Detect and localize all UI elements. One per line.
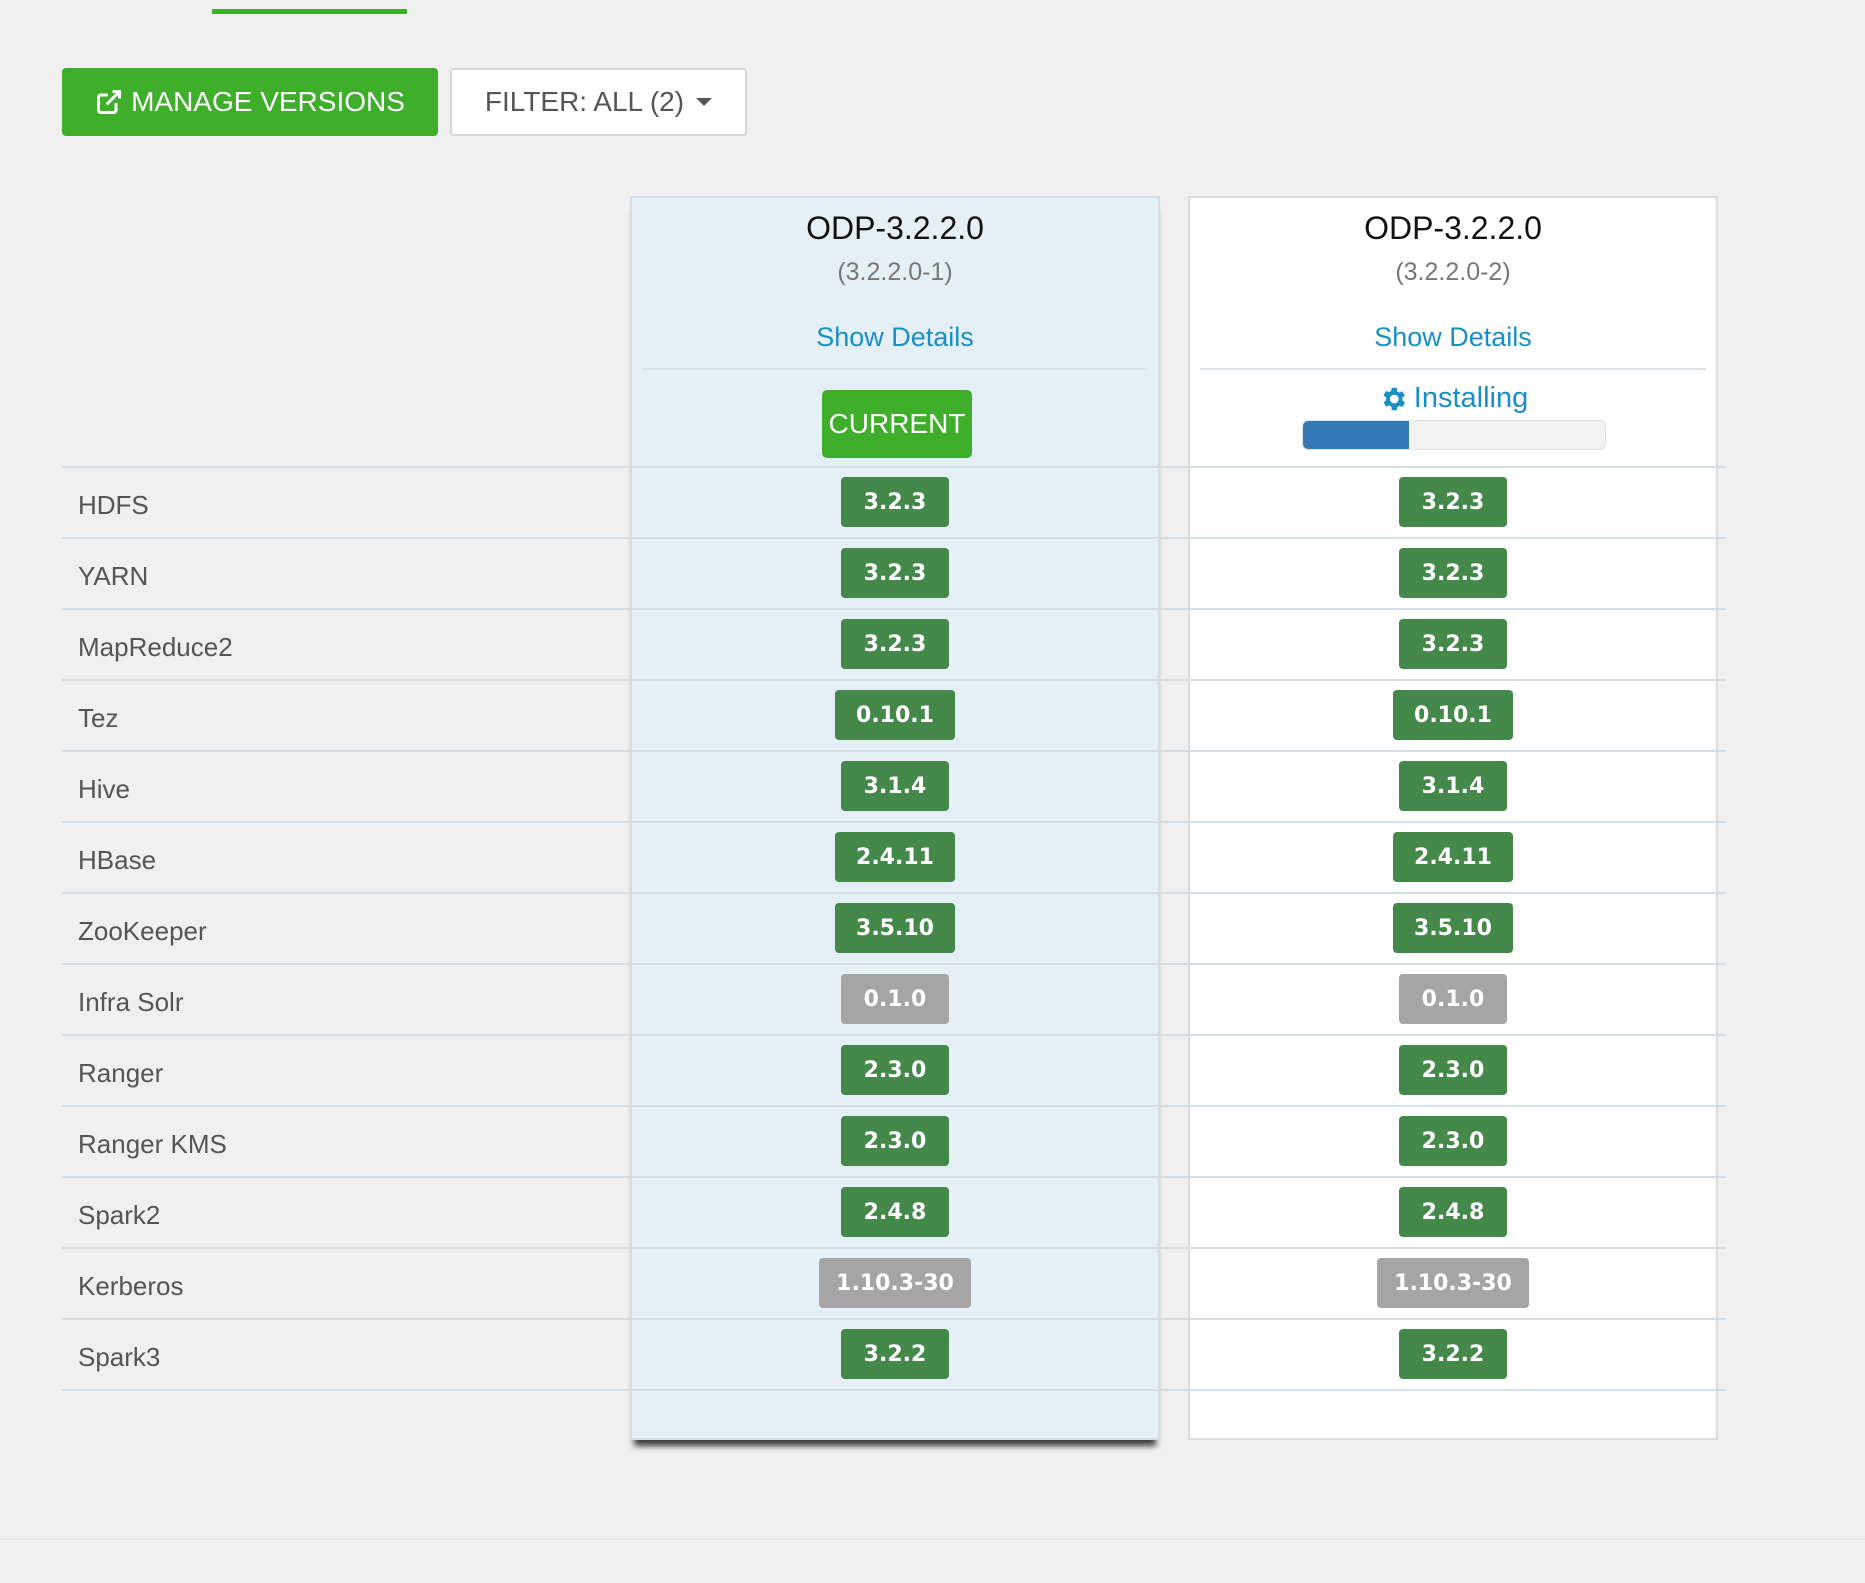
version-name: ODP-3.2.2.0 (1364, 210, 1542, 246)
service-name: Tez (78, 703, 119, 733)
service-version-badge: 0.1.0 (1399, 974, 1507, 1024)
service-row: Kerberos 1.10.3-30 1.10.3-30 (62, 1247, 1726, 1318)
install-progress-bar (1302, 420, 1606, 450)
service-row: Tez 0.10.1 0.10.1 (62, 679, 1726, 750)
show-details-link[interactable]: Show Details (816, 322, 974, 352)
service-row: Ranger KMS 2.3.0 2.3.0 (62, 1105, 1726, 1176)
manage-versions-button[interactable]: MANAGE VERSIONS (62, 68, 438, 136)
service-row: MapReduce2 3.2.3 3.2.3 (62, 608, 1726, 679)
version-header: ODP-3.2.2.0 (3.2.2.0-1) Show Details CUR… (632, 198, 1158, 470)
gear-icon (1383, 387, 1405, 410)
service-name: YARN (78, 561, 149, 591)
service-name: Kerberos (78, 1271, 184, 1301)
version-name: ODP-3.2.2.0 (806, 210, 984, 246)
service-row: Infra Solr 0.1.0 0.1.0 (62, 963, 1726, 1034)
service-row: YARN 3.2.3 3.2.3 (62, 537, 1726, 608)
service-name: Hive (78, 774, 131, 804)
service-row: HDFS 3.2.3 3.2.3 (62, 466, 1726, 537)
service-name: HDFS (78, 490, 149, 520)
service-version-badge: 3.2.3 (1399, 477, 1507, 527)
services-table: HDFS 3.2.3 3.2.3 YARN 3.2.3 3.2.3 MapReduce2 3.… (62, 466, 1726, 1391)
service-version-badge: 1.10.3-30 (1377, 1258, 1529, 1308)
service-name: Spark3 (78, 1342, 161, 1372)
service-name: Spark2 (78, 1200, 161, 1230)
service-name: Infra Solr (78, 987, 184, 1017)
header-divider (642, 368, 1148, 370)
service-version-badge: 3.5.10 (835, 903, 955, 953)
service-version-badge: 2.4.8 (1399, 1187, 1507, 1237)
version-build: (3.2.2.0-1) (837, 258, 953, 286)
installing-status: Installing (1190, 382, 1716, 415)
filter-dropdown[interactable]: FILTER: ALL (2) (450, 68, 747, 136)
header-divider (1200, 368, 1706, 370)
service-name: Ranger (78, 1058, 164, 1088)
version-header: ODP-3.2.2.0 (3.2.2.0-2) Show Details Ins… (1190, 198, 1716, 470)
service-version-badge: 3.2.3 (841, 548, 949, 598)
install-progress-fill (1303, 421, 1409, 449)
service-version-badge: 2.4.8 (841, 1187, 949, 1237)
service-row: Hive 3.1.4 3.1.4 (62, 750, 1726, 821)
service-name: HBase (78, 845, 157, 875)
show-details-link[interactable]: Show Details (1374, 322, 1532, 352)
caret-down-icon (696, 98, 713, 106)
service-version-badge: 2.3.0 (1399, 1116, 1507, 1166)
service-row: Ranger 2.3.0 2.3.0 (62, 1034, 1726, 1105)
service-version-badge: 3.2.3 (1399, 548, 1507, 598)
service-name: Ranger KMS (78, 1129, 227, 1159)
service-version-badge: 2.4.11 (835, 832, 955, 882)
service-version-badge: 3.2.2 (841, 1329, 949, 1379)
service-version-badge: 2.3.0 (1399, 1045, 1507, 1095)
service-version-badge: 0.10.1 (835, 690, 955, 740)
service-version-badge: 0.1.0 (841, 974, 949, 1024)
service-row: Spark2 2.4.8 2.4.8 (62, 1176, 1726, 1247)
current-status-badge: CURRENT (822, 390, 972, 458)
service-version-badge: 3.2.3 (1399, 619, 1507, 669)
version-build: (3.2.2.0-2) (1395, 258, 1511, 286)
installing-label: Installing (1413, 382, 1529, 414)
service-version-badge: 3.2.3 (841, 619, 949, 669)
service-name: ZooKeeper (78, 916, 207, 946)
service-name: MapReduce2 (78, 632, 233, 662)
service-version-badge: 3.1.4 (1399, 761, 1507, 811)
service-row: HBase 2.4.11 2.4.11 (62, 821, 1726, 892)
service-version-badge: 2.3.0 (841, 1045, 949, 1095)
footer-divider (0, 1538, 1865, 1540)
service-version-badge: 1.10.3-30 (819, 1258, 971, 1308)
service-version-badge: 2.3.0 (841, 1116, 949, 1166)
service-version-badge: 3.1.4 (841, 761, 949, 811)
service-version-badge: 3.5.10 (1393, 903, 1513, 953)
service-version-badge: 3.2.3 (841, 477, 949, 527)
service-version-badge: 3.2.2 (1399, 1329, 1507, 1379)
service-row: ZooKeeper 3.5.10 3.5.10 (62, 892, 1726, 963)
service-row: Spark3 3.2.2 3.2.2 (62, 1318, 1726, 1391)
external-link-icon (97, 89, 122, 115)
service-version-badge: 0.10.1 (1393, 690, 1513, 740)
manage-versions-label: MANAGE VERSIONS (131, 86, 405, 117)
active-tab-underline (212, 9, 407, 14)
service-version-badge: 2.4.11 (1393, 832, 1513, 882)
filter-label: FILTER: ALL (2) (484, 86, 685, 117)
